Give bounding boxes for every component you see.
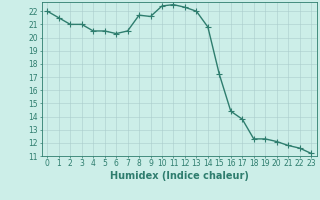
X-axis label: Humidex (Indice chaleur): Humidex (Indice chaleur) — [110, 171, 249, 181]
